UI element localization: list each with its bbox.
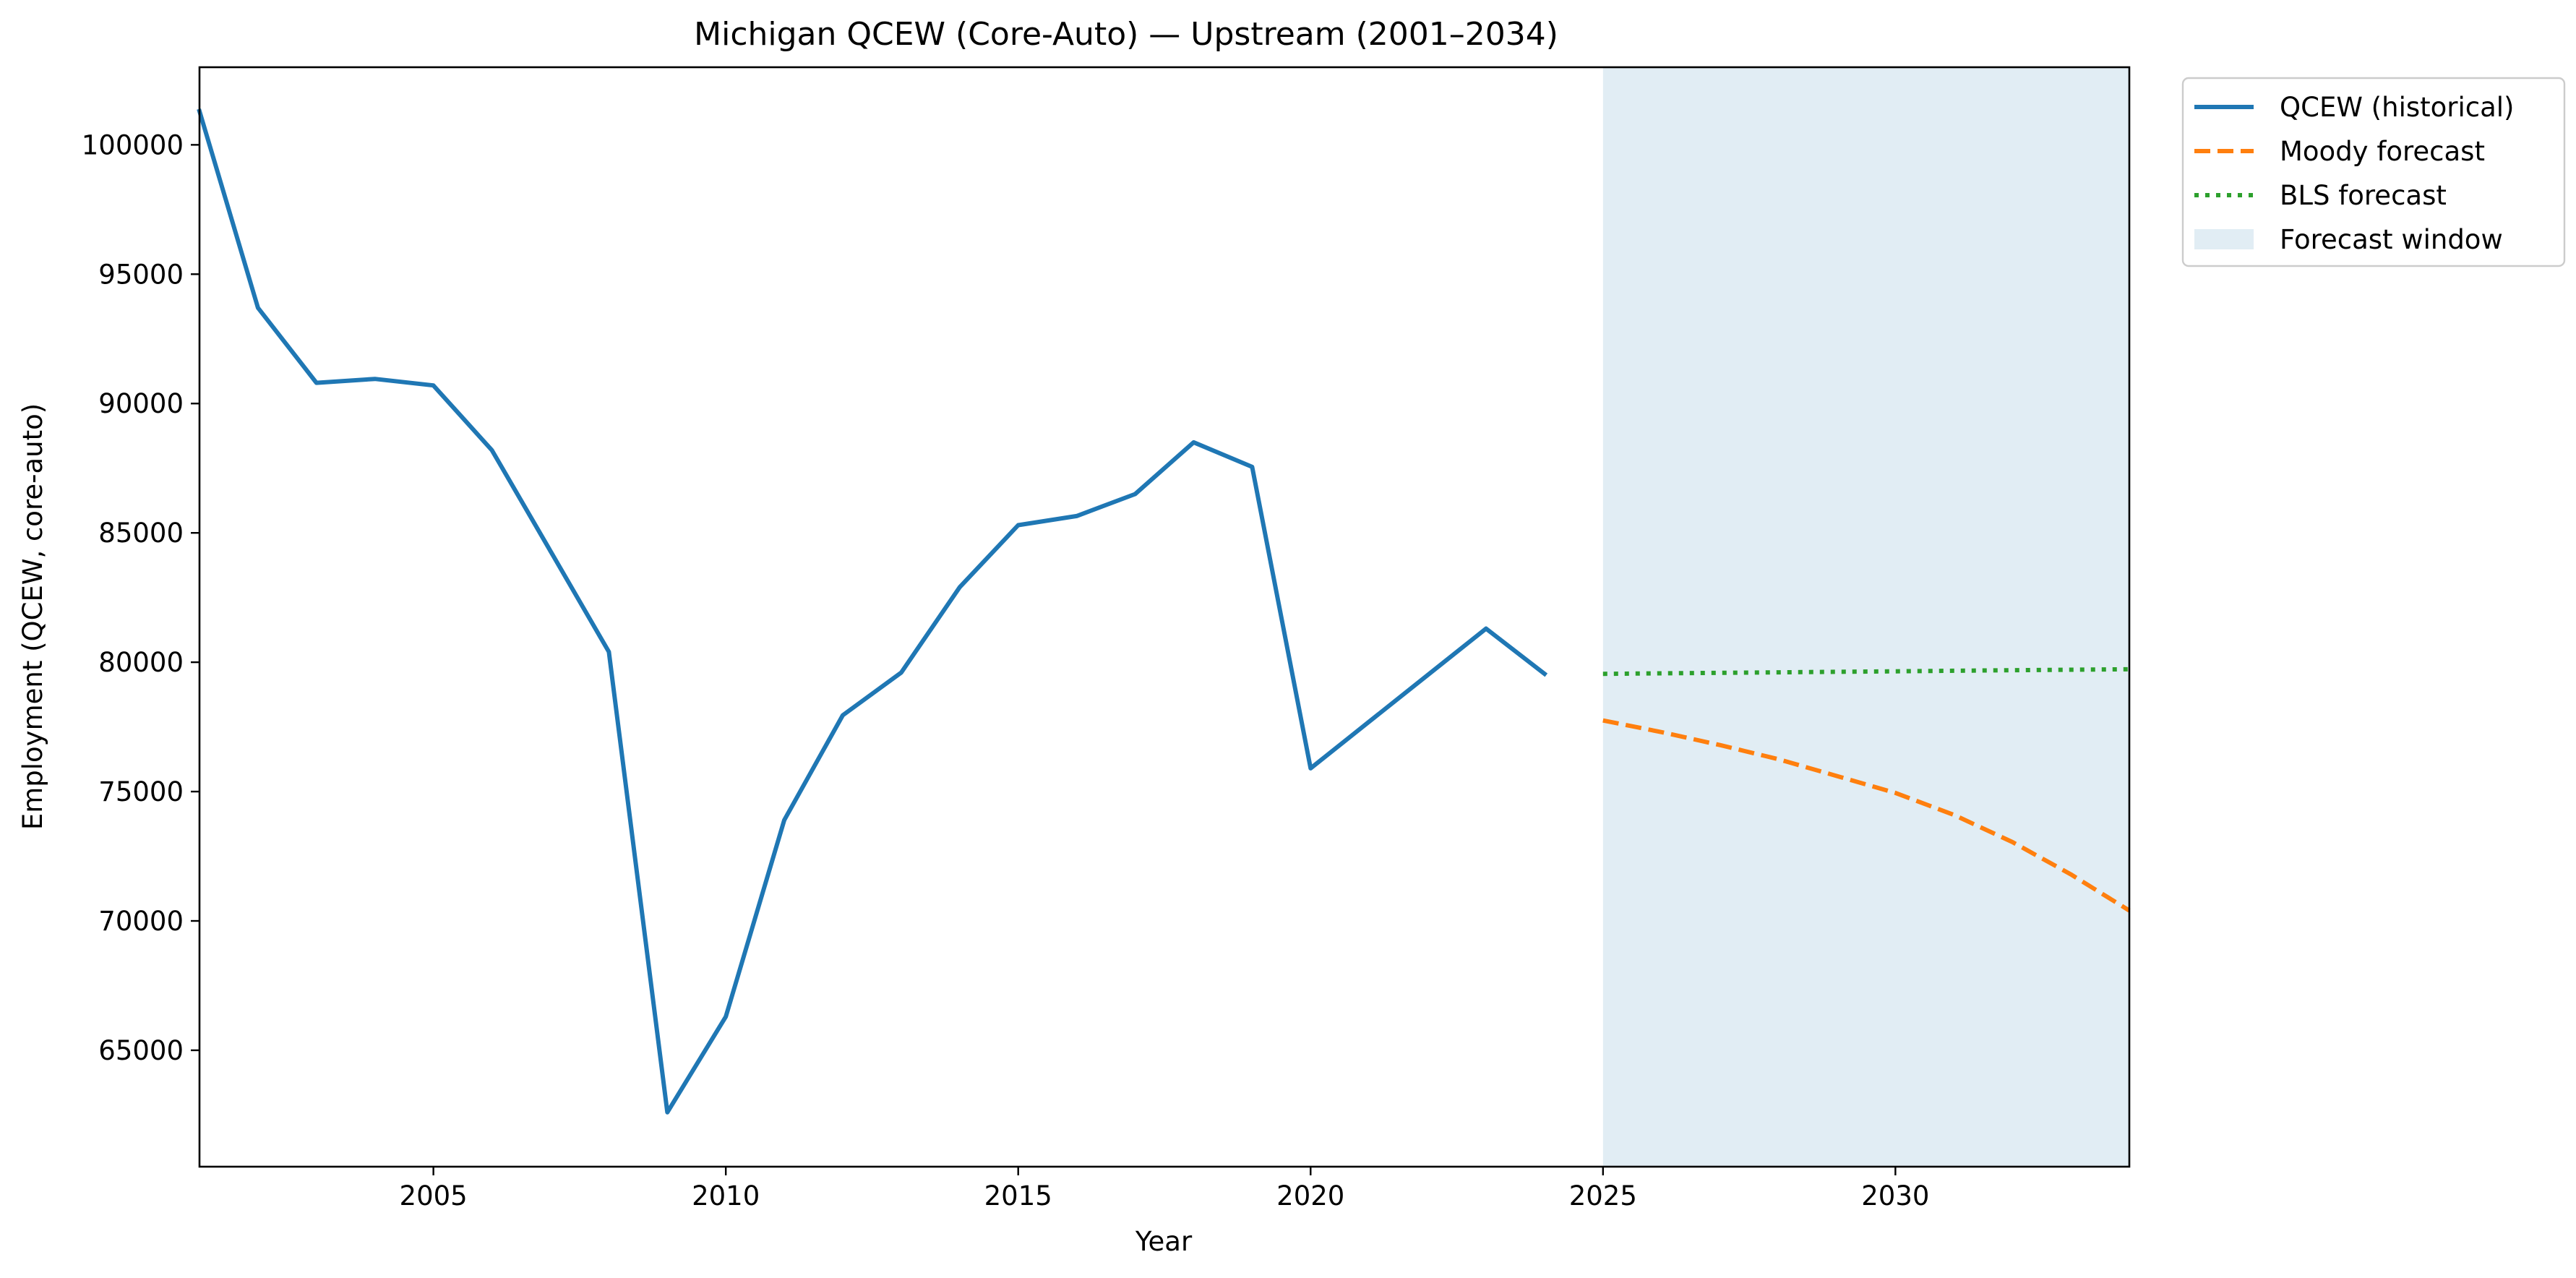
legend-swatch — [2194, 229, 2254, 249]
y-tick-label: 90000 — [98, 388, 184, 419]
series-line-1 — [197, 108, 1548, 1115]
y-tick-label: 65000 — [98, 1035, 184, 1066]
y-tick-label: 100000 — [82, 129, 184, 160]
legend-label: BLS forecast — [2280, 180, 2447, 211]
x-tick-label: 2010 — [692, 1180, 760, 1211]
x-axis-ticks: 2005 2010 2015 2020 2025 2030 — [400, 1167, 1929, 1211]
y-axis-ticks: 65000 70000 75000 80000 85000 90000 95000 10000… — [82, 129, 199, 1066]
x-tick-label: 2020 — [1276, 1180, 1344, 1211]
y-tick-label: 70000 — [98, 906, 184, 937]
legend-box — [2181, 77, 2566, 267]
series-line-3 — [1602, 666, 2130, 677]
y-tick-label: 75000 — [98, 776, 184, 807]
y-tick-label: 80000 — [98, 647, 184, 678]
x-tick-label: 2030 — [1861, 1180, 1929, 1211]
forecast-window-band — [1602, 67, 2129, 1167]
x-tick-label: 2025 — [1569, 1180, 1637, 1211]
y-tick-label: 95000 — [98, 259, 184, 290]
legend-label: QCEW (historical) — [2280, 92, 2515, 123]
x-tick-label: 2005 — [400, 1180, 468, 1211]
axes-frame — [198, 66, 2131, 1168]
legend-label: Moody forecast — [2280, 136, 2485, 167]
x-axis-label: Year — [1135, 1226, 1193, 1257]
legend: QCEW (historical) Moody forecast BLS forec… — [2181, 77, 2566, 267]
y-tick-label: 85000 — [98, 518, 184, 549]
x-tick-label: 2015 — [984, 1180, 1052, 1211]
legend-label: Forecast window — [2280, 224, 2503, 255]
series-layer — [197, 108, 2131, 1115]
y-axis-label: Employment (QCEW, core-auto) — [17, 403, 48, 830]
chart-title: Michigan QCEW (Core-Auto) — Upstream (20… — [694, 16, 1558, 53]
